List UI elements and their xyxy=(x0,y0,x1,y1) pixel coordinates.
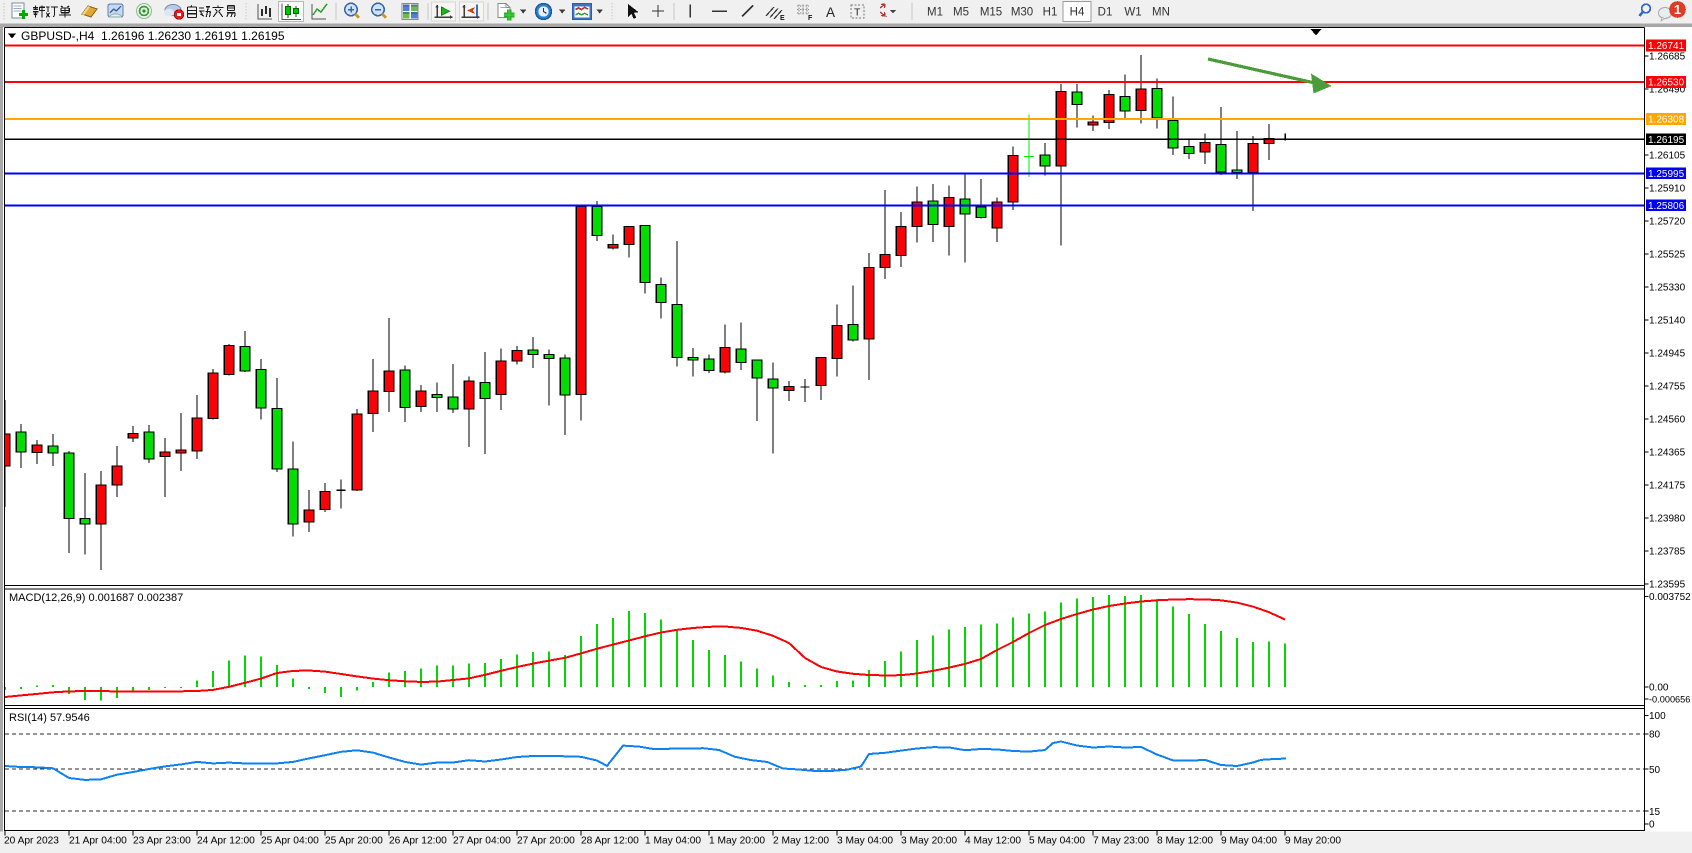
svg-text:80: 80 xyxy=(1649,730,1661,741)
svg-text:RSI(14) 57.9546: RSI(14) 57.9546 xyxy=(9,712,90,724)
svg-text:1.26308: 1.26308 xyxy=(1648,115,1685,126)
svg-text:25 Apr 04:00: 25 Apr 04:00 xyxy=(261,836,319,847)
svg-text:27 Apr 20:00: 27 Apr 20:00 xyxy=(517,836,575,847)
svg-text:-0.000656: -0.000656 xyxy=(1649,695,1690,705)
svg-text:1.24755: 1.24755 xyxy=(1649,382,1686,393)
svg-text:0.00: 0.00 xyxy=(1649,683,1669,694)
svg-text:100: 100 xyxy=(1649,711,1666,722)
svg-text:H4: H4 xyxy=(1070,7,1085,19)
svg-text:1.24945: 1.24945 xyxy=(1649,349,1686,360)
svg-text:5 May 04:00: 5 May 04:00 xyxy=(1029,836,1085,847)
svg-text:T: T xyxy=(854,7,861,19)
svg-text:7 May 23:00: 7 May 23:00 xyxy=(1093,836,1149,847)
svg-text:24 Apr 12:00: 24 Apr 12:00 xyxy=(197,836,255,847)
svg-text:MACD(12,26,9) 0.001687 0.00238: MACD(12,26,9) 0.001687 0.002387 xyxy=(9,592,183,604)
svg-text:M30: M30 xyxy=(1011,7,1033,19)
svg-text:D1: D1 xyxy=(1098,7,1113,19)
svg-text:2 May 12:00: 2 May 12:00 xyxy=(773,836,829,847)
svg-text:15: 15 xyxy=(1649,807,1661,818)
svg-text:9 May 20:00: 9 May 20:00 xyxy=(1285,836,1341,847)
svg-text:1.25806: 1.25806 xyxy=(1648,201,1685,212)
svg-text:1.23980: 1.23980 xyxy=(1649,514,1686,525)
svg-text:1.25330: 1.25330 xyxy=(1649,283,1686,294)
svg-text:1.24365: 1.24365 xyxy=(1649,448,1686,459)
svg-text:M15: M15 xyxy=(980,7,1002,19)
svg-text:1.25910: 1.25910 xyxy=(1649,184,1686,195)
svg-text:1.25995: 1.25995 xyxy=(1648,169,1685,180)
svg-text:26 Apr 12:00: 26 Apr 12:00 xyxy=(389,836,447,847)
svg-text:1.26195: 1.26195 xyxy=(1648,135,1685,146)
svg-text:50: 50 xyxy=(1649,765,1661,776)
svg-text:GBPUSD-,H4 1.26196 1.26230 1.: GBPUSD-,H4 1.26196 1.26230 1.26191 1.261… xyxy=(21,29,285,43)
svg-text:1.26105: 1.26105 xyxy=(1649,151,1686,162)
svg-text:1.26530: 1.26530 xyxy=(1648,78,1685,89)
svg-text:1.26490: 1.26490 xyxy=(1649,85,1686,96)
svg-text:E: E xyxy=(780,15,785,22)
svg-text:27 Apr 04:00: 27 Apr 04:00 xyxy=(453,836,511,847)
svg-text:1.24560: 1.24560 xyxy=(1649,415,1686,426)
svg-text:1.25525: 1.25525 xyxy=(1649,250,1686,261)
svg-text:MN: MN xyxy=(1152,7,1170,19)
svg-text:4 May 12:00: 4 May 12:00 xyxy=(965,836,1021,847)
svg-text:1.23595: 1.23595 xyxy=(1649,580,1686,591)
svg-text:M1: M1 xyxy=(927,7,943,19)
svg-text:1 May 04:00: 1 May 04:00 xyxy=(645,836,701,847)
svg-text:1.23785: 1.23785 xyxy=(1649,547,1686,558)
svg-text:1.24175: 1.24175 xyxy=(1649,481,1686,492)
svg-text:0.003752: 0.003752 xyxy=(1649,592,1691,603)
svg-text:21 Apr 04:00: 21 Apr 04:00 xyxy=(69,836,127,847)
svg-text:20 Apr 2023: 20 Apr 2023 xyxy=(4,836,59,847)
svg-text:H1: H1 xyxy=(1043,7,1058,19)
svg-text:0: 0 xyxy=(1649,820,1655,831)
svg-text:1 May 20:00: 1 May 20:00 xyxy=(709,836,765,847)
svg-text:1: 1 xyxy=(1674,2,1681,17)
svg-text:3 May 20:00: 3 May 20:00 xyxy=(901,836,957,847)
svg-text:25 Apr 20:00: 25 Apr 20:00 xyxy=(325,836,383,847)
svg-text:8 May 12:00: 8 May 12:00 xyxy=(1157,836,1213,847)
svg-text:W1: W1 xyxy=(1124,7,1141,19)
svg-text:M5: M5 xyxy=(953,7,969,19)
svg-text:28 Apr 12:00: 28 Apr 12:00 xyxy=(581,836,639,847)
svg-text:1.25720: 1.25720 xyxy=(1649,217,1686,228)
svg-text:F: F xyxy=(808,15,813,22)
svg-text:A: A xyxy=(826,5,835,20)
svg-text:1.26685: 1.26685 xyxy=(1649,52,1686,63)
svg-text:9 May 04:00: 9 May 04:00 xyxy=(1221,836,1277,847)
svg-text:1.25140: 1.25140 xyxy=(1649,316,1686,327)
svg-text:23 Apr 23:00: 23 Apr 23:00 xyxy=(133,836,191,847)
svg-text:3 May 04:00: 3 May 04:00 xyxy=(837,836,893,847)
svg-text:1.26741: 1.26741 xyxy=(1648,41,1685,52)
